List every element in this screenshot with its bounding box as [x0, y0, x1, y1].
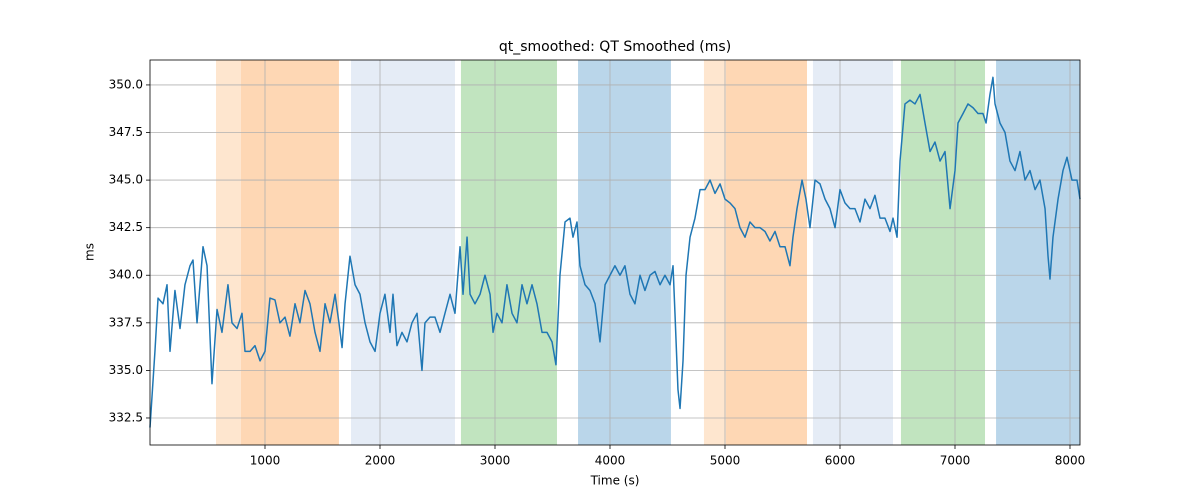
y-tick-label: 347.5	[109, 125, 143, 139]
y-tick-label: 345.0	[109, 173, 143, 187]
y-tick-label: 342.5	[109, 220, 143, 234]
span	[578, 60, 671, 445]
x-tick-label: 7000	[940, 454, 971, 468]
x-tick-label: 2000	[365, 454, 396, 468]
y-tick-label: 340.0	[109, 268, 143, 282]
y-tick-label: 332.5	[109, 410, 143, 424]
y-axis-label: ms	[83, 243, 97, 261]
span	[812, 60, 894, 445]
span	[900, 60, 986, 445]
span	[240, 60, 339, 445]
span	[703, 60, 727, 445]
span	[216, 60, 241, 445]
x-tick-label: 8000	[1055, 454, 1086, 468]
y-tick-label: 350.0	[109, 77, 143, 91]
chart-title: qt_smoothed: QT Smoothed (ms)	[499, 39, 731, 55]
span	[351, 60, 455, 445]
x-tick-label: 3000	[480, 454, 511, 468]
x-axis-label: Time (s)	[590, 474, 640, 488]
span	[996, 60, 1080, 445]
y-tick-label: 337.5	[109, 315, 143, 329]
span	[460, 60, 557, 445]
x-tick-label: 4000	[595, 454, 626, 468]
axes-frame	[149, 59, 1081, 446]
data-line	[149, 76, 1081, 428]
x-tick-label: 5000	[710, 454, 741, 468]
span	[726, 60, 807, 445]
x-tick-label: 6000	[825, 454, 856, 468]
x-tick-label: 1000	[250, 454, 281, 468]
y-tick-label: 335.0	[109, 363, 143, 377]
